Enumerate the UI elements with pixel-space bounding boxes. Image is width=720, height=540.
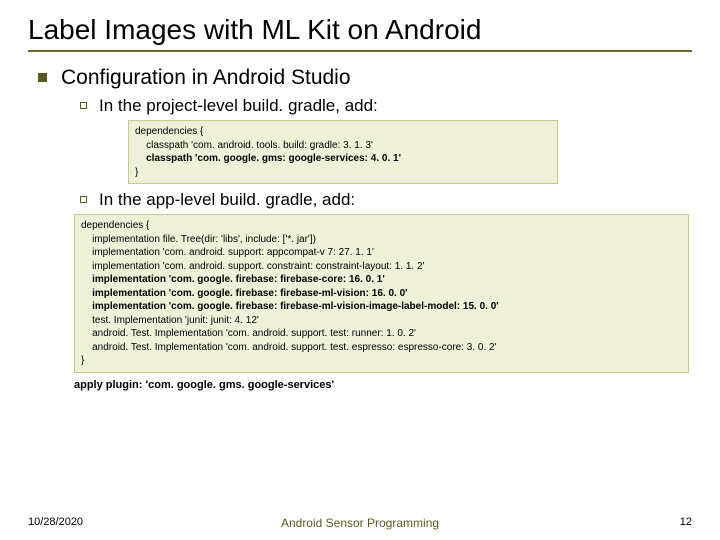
bullet-level2-1: In the project-level build. gradle, add: bbox=[80, 96, 692, 116]
footer-date: 10/28/2020 bbox=[28, 516, 83, 528]
square-bullet-icon bbox=[38, 73, 47, 82]
title-rule bbox=[28, 50, 692, 52]
footer-page-number: 12 bbox=[680, 516, 692, 528]
apply-plugin-line: apply plugin: 'com. google. gms. google-… bbox=[74, 379, 692, 391]
level2-text-1: In the project-level build. gradle, add: bbox=[99, 96, 378, 116]
slide: Label Images with ML Kit on Android Conf… bbox=[0, 0, 720, 540]
footer-title: Android Sensor Programming bbox=[281, 516, 439, 530]
code-block-app-gradle: dependencies { implementation file. Tree… bbox=[74, 214, 689, 373]
level1-text: Configuration in Android Studio bbox=[61, 66, 351, 90]
level2-text-2: In the app-level build. gradle, add: bbox=[99, 190, 355, 210]
footer: 10/28/2020 Android Sensor Programming 12 bbox=[28, 516, 692, 528]
hollow-square-bullet-icon bbox=[80, 102, 87, 109]
hollow-square-bullet-icon bbox=[80, 196, 87, 203]
bullet-level2-2: In the app-level build. gradle, add: bbox=[80, 190, 692, 210]
slide-title: Label Images with ML Kit on Android bbox=[28, 14, 692, 46]
bullet-level1: Configuration in Android Studio bbox=[38, 66, 692, 90]
code-block-project-gradle: dependencies { classpath 'com. android. … bbox=[128, 120, 558, 184]
